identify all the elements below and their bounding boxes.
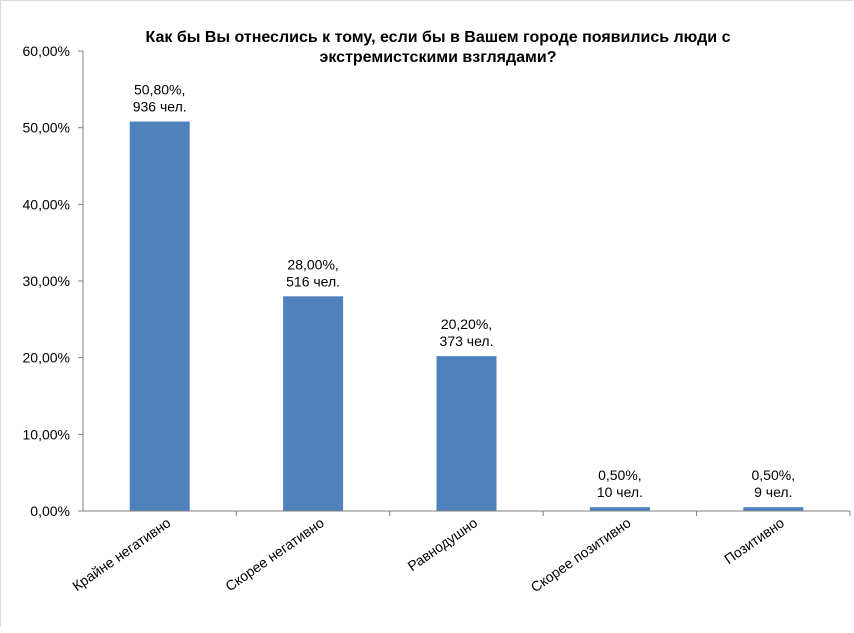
bars (129, 121, 804, 512)
data-label-count: 373 чел. (440, 333, 494, 349)
data-label-percent: 0,50%, (598, 467, 642, 483)
y-tick-label: 60,00% (23, 43, 70, 59)
data-label-percent: 50,80%, (134, 82, 185, 98)
bar (589, 507, 650, 511)
data-label-percent: 28,00%, (287, 256, 338, 272)
y-tick-label: 0,00% (30, 503, 70, 519)
axes (82, 51, 851, 516)
y-axis-ticks: 0,00% 10,00% 20,00% 30,00% 40,00% 50,00% 60,00… (23, 43, 83, 519)
data-label-count: 516 чел. (286, 273, 340, 289)
x-category-label: Скорее негативно (222, 514, 327, 594)
data-label-percent: 0,50%, (752, 467, 796, 483)
y-tick-label: 20,00% (23, 350, 70, 366)
data-labels: 50,80%,936 чел. 28,00%,516 чел. 20,20%,373… (133, 82, 795, 501)
chart-title-line-2: экстремистскими взглядами? (320, 49, 557, 66)
x-axis-labels: Крайне негативно Скорее негативно Равнодуш… (69, 514, 787, 595)
x-category-label: Позитивно (721, 514, 787, 567)
data-label-percent: 20,20%, (441, 316, 492, 332)
x-category-label: Крайне негативно (69, 514, 173, 594)
bar (129, 121, 190, 512)
bar (743, 507, 804, 511)
y-tick-label: 30,00% (23, 273, 70, 289)
y-tick-label: 40,00% (23, 196, 70, 212)
y-tick-label: 10,00% (23, 426, 70, 442)
data-label-count: 936 чел. (133, 99, 187, 115)
data-label-count: 9 чел. (754, 484, 792, 500)
y-tick-label: 50,00% (23, 120, 70, 136)
bar (436, 356, 497, 511)
chart-title-line-1: Как бы Вы отнеслись к тому, если бы в Ва… (146, 29, 731, 46)
bar (283, 296, 344, 511)
x-category-label: Равнодушно (405, 514, 481, 574)
x-category-label: Скорее позитивно (528, 514, 634, 595)
data-label-count: 10 чел. (597, 484, 643, 500)
